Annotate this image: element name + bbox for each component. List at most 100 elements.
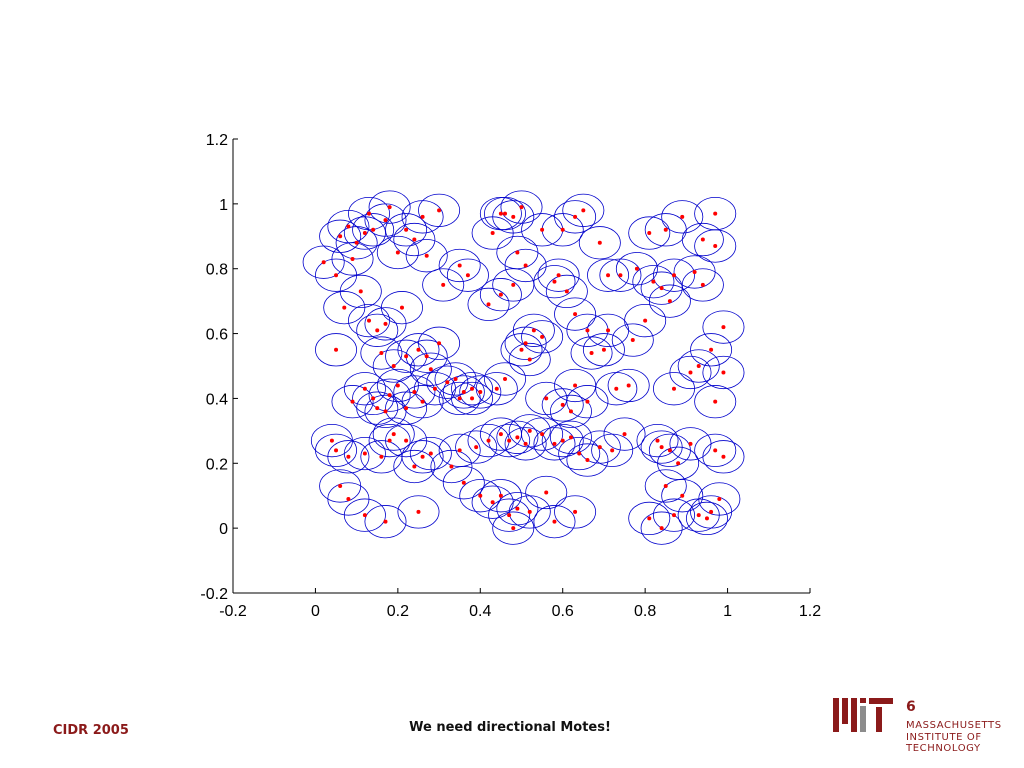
data-point: [573, 312, 578, 317]
range-circle: [442, 466, 485, 500]
data-point: [527, 509, 532, 514]
x-tick-label: 0.6: [552, 603, 574, 620]
data-point: [601, 347, 606, 352]
data-point: [540, 432, 545, 437]
x-tick-label: 0.2: [387, 603, 409, 620]
range-circle: [380, 291, 423, 325]
data-point: [618, 273, 623, 278]
range-circle: [467, 287, 510, 321]
data-point: [552, 519, 557, 524]
institution-line-1: MASSACHUSETTS: [906, 720, 1002, 731]
range-circle: [479, 278, 522, 312]
data-point: [643, 318, 648, 323]
range-circle: [455, 430, 498, 464]
range-circle: [587, 258, 630, 292]
data-point: [424, 354, 429, 359]
range-circle: [549, 420, 592, 454]
range-circle: [554, 495, 597, 529]
range-circle: [694, 385, 737, 419]
data-point: [498, 211, 503, 216]
range-circle: [438, 248, 481, 283]
data-point: [540, 334, 545, 339]
data-point: [540, 227, 545, 232]
data-point: [383, 218, 388, 223]
data-point: [552, 441, 557, 446]
data-point: [709, 347, 714, 352]
data-point: [404, 438, 409, 443]
data-point: [560, 438, 565, 443]
data-point: [680, 493, 685, 498]
data-point: [474, 445, 479, 450]
range-circle: [372, 417, 415, 451]
data-point: [581, 208, 586, 213]
data-point: [511, 282, 516, 287]
range-circle: [409, 352, 452, 386]
data-point: [428, 367, 433, 372]
data-point: [704, 516, 709, 521]
data-point: [437, 341, 442, 346]
range-circle: [331, 242, 374, 276]
data-point: [395, 383, 400, 388]
range-circle: [475, 372, 518, 406]
data-point: [478, 493, 483, 498]
range-circle: [558, 436, 601, 471]
range-circle: [582, 333, 625, 367]
range-circle: [603, 417, 646, 451]
data-point: [511, 526, 516, 531]
range-circle: [640, 511, 683, 545]
data-point: [362, 451, 367, 456]
data-point: [700, 237, 705, 242]
range-circle: [459, 375, 502, 409]
data-point: [597, 445, 602, 450]
range-circle: [545, 274, 588, 309]
range-circle: [315, 333, 358, 367]
range-circle: [566, 443, 609, 477]
data-point: [371, 396, 376, 401]
range-circle: [533, 265, 576, 299]
range-circle: [393, 222, 436, 257]
range-circle: [484, 362, 527, 396]
data-point: [461, 389, 466, 394]
data-point: [622, 432, 627, 437]
data-point: [713, 448, 718, 453]
data-point: [486, 438, 491, 443]
data-point: [663, 483, 668, 488]
data-point: [503, 376, 508, 381]
range-circle: [562, 193, 605, 227]
data-point: [420, 214, 425, 219]
range-circle: [702, 355, 745, 390]
data-point: [721, 325, 726, 330]
data-point: [441, 282, 446, 287]
range-circle: [615, 252, 658, 286]
range-circle: [446, 258, 489, 292]
data-point: [334, 448, 339, 453]
range-circle: [352, 213, 395, 247]
institution-line-2: INSTITUTE OF: [906, 731, 982, 743]
mit-logo: [833, 698, 893, 732]
data-point: [321, 260, 326, 265]
data-point: [626, 383, 631, 388]
range-circle: [343, 498, 386, 532]
data-point: [606, 328, 611, 333]
data-point: [573, 214, 578, 219]
range-circle: [504, 248, 547, 283]
data-point: [498, 493, 503, 498]
range-circle: [694, 433, 737, 467]
data-point: [515, 250, 520, 255]
range-circle: [591, 433, 634, 467]
conference-label: CIDR 2005: [53, 723, 129, 738]
range-circle: [451, 372, 494, 406]
data-point: [667, 299, 672, 304]
data-point: [420, 399, 425, 404]
data-point: [362, 231, 367, 236]
range-circle: [315, 433, 358, 467]
y-tick-label: 1.2: [206, 132, 228, 149]
data-point: [350, 399, 355, 404]
data-point: [404, 227, 409, 232]
range-circle: [496, 420, 539, 454]
x-tick-label: -0.2: [219, 603, 247, 620]
data-point: [721, 370, 726, 375]
data-point: [387, 205, 392, 210]
data-point: [573, 509, 578, 514]
